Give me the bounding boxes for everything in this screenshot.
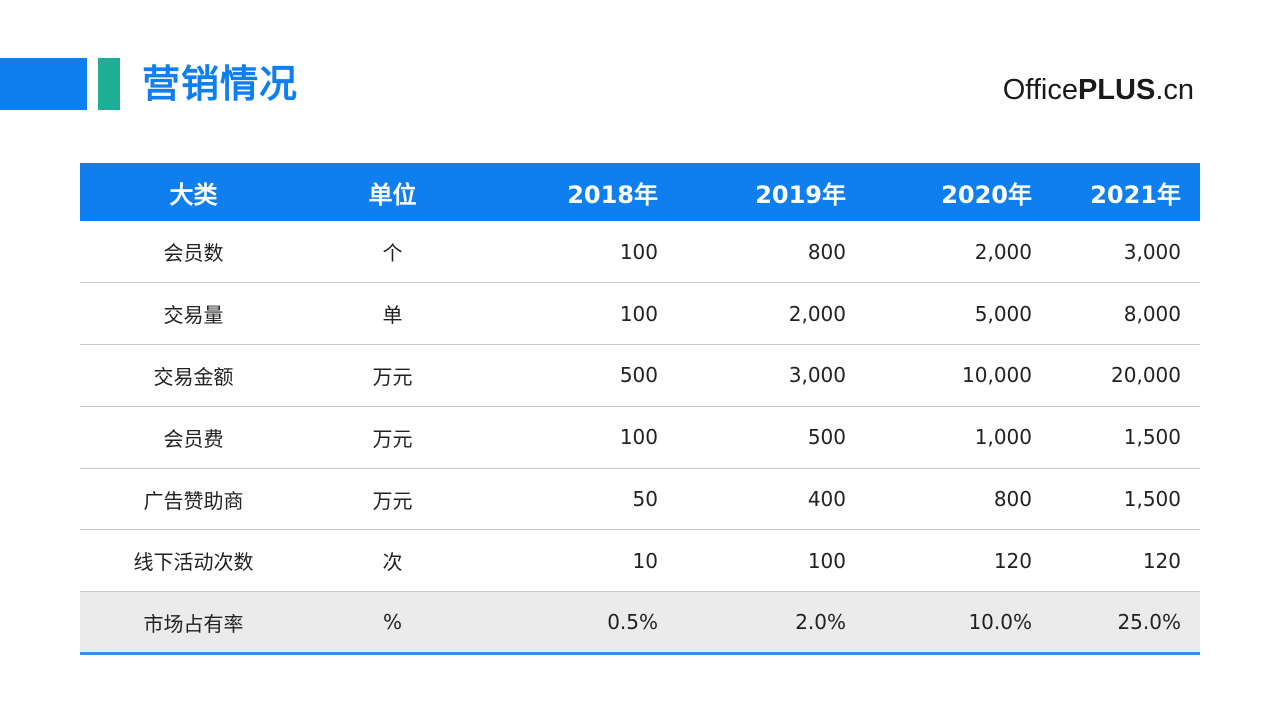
column-header: 2021年: [1090, 180, 1181, 209]
cell-category: 广告赞助商: [143, 488, 244, 513]
marketing-table: 大类 单位 2018年 2019年 2020年 2021年 会员数 个 100 …: [80, 163, 1200, 655]
cell-unit: 单: [382, 303, 403, 328]
cell-value: 10: [632, 548, 658, 573]
cell-value: 120: [1142, 548, 1181, 573]
cell-unit: 万元: [372, 426, 413, 451]
cell-value: 0.5%: [607, 610, 658, 635]
table-row: 线下活动次数 次 10 100 120 120: [80, 530, 1200, 592]
cell-value: 20,000: [1111, 363, 1181, 388]
title-accent-bar: [0, 58, 87, 110]
cell-value: 25.0%: [1117, 610, 1181, 635]
cell-value: 100: [807, 548, 846, 573]
title-accent-stripe: [98, 58, 120, 110]
column-header: 2018年: [567, 180, 658, 209]
cell-value: 10.0%: [968, 610, 1032, 635]
cell-value: 1,500: [1123, 487, 1181, 512]
cell-category: 线下活动次数: [133, 550, 254, 575]
table-row: 会员数 个 100 800 2,000 3,000: [80, 221, 1200, 283]
brand-suffix: .cn: [1155, 74, 1194, 106]
cell-value: 2.0%: [795, 610, 846, 635]
cell-value: 2,000: [974, 239, 1032, 264]
cell-value: 8,000: [1123, 301, 1181, 326]
table-header-row: 大类 单位 2018年 2019年 2020年 2021年: [80, 163, 1200, 221]
cell-category: 交易金额: [153, 364, 234, 389]
table-row: 会员费 万元 100 500 1,000 1,500: [80, 406, 1200, 469]
cell-category: 会员费: [163, 426, 224, 451]
table-row-summary: 市场占有率 % 0.5% 2.0% 10.0% 25.0%: [80, 591, 1200, 654]
column-header: 单位: [368, 180, 417, 209]
cell-value: 100: [619, 301, 658, 326]
cell-unit: 次: [382, 550, 403, 575]
cell-value: 400: [807, 487, 846, 512]
table-row: 交易量 单 100 2,000 5,000 8,000: [80, 283, 1200, 345]
cell-value: 120: [993, 548, 1032, 573]
cell-value: 100: [619, 425, 658, 450]
cell-value: 500: [807, 425, 846, 450]
cell-value: 5,000: [974, 301, 1032, 326]
column-header: 2019年: [755, 180, 846, 209]
cell-value: 3,000: [1123, 239, 1181, 264]
cell-value: 100: [619, 239, 658, 264]
brand-bold: PLUS: [1077, 74, 1156, 106]
cell-category: 交易量: [163, 303, 224, 328]
table-row: 交易金额 万元 500 3,000 10,000 20,000: [80, 345, 1200, 407]
cell-value: 3,000: [788, 363, 846, 388]
column-header: 2020年: [941, 180, 1032, 209]
column-header: 大类: [169, 180, 218, 209]
cell-unit: %: [382, 610, 402, 635]
cell-category: 市场占有率: [143, 611, 244, 636]
cell-value: 1,500: [1123, 425, 1181, 450]
cell-unit: 万元: [372, 488, 413, 513]
cell-category: 会员数: [163, 241, 224, 266]
brand-logo: OfficePLUS.cn: [1003, 70, 1194, 110]
cell-value: 800: [993, 487, 1032, 512]
cell-value: 1,000: [974, 425, 1032, 450]
cell-value: 800: [807, 239, 846, 264]
cell-value: 2,000: [788, 301, 846, 326]
brand-prefix: Office: [1002, 74, 1078, 106]
table-row: 广告赞助商 万元 50 400 800 1,500: [80, 468, 1200, 530]
cell-unit: 万元: [372, 364, 413, 389]
cell-value: 10,000: [962, 363, 1032, 388]
page-title: 营销情况: [142, 62, 299, 106]
cell-unit: 个: [382, 241, 403, 266]
cell-value: 50: [632, 487, 658, 512]
cell-value: 500: [619, 363, 658, 388]
